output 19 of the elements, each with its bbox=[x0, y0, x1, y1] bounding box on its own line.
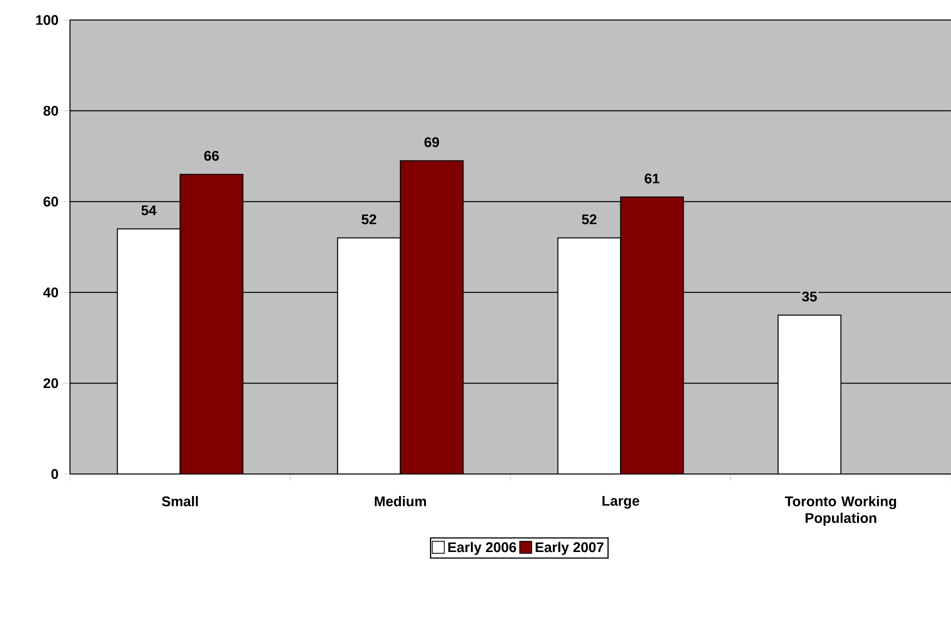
legend-label: Early 2006 bbox=[448, 542, 516, 555]
legend-label: Early 2007 bbox=[536, 542, 604, 555]
x-tick-label: Toronto Working Population bbox=[784, 496, 896, 526]
data-label: 66 bbox=[204, 150, 219, 161]
data-label: 54 bbox=[141, 205, 156, 216]
data-label: 69 bbox=[424, 137, 440, 148]
x-tick-label: Small bbox=[162, 496, 198, 506]
x-tick-label: Medium bbox=[374, 496, 426, 506]
data-label: 61 bbox=[644, 174, 660, 184]
data-label: 35 bbox=[802, 292, 817, 302]
y-tick-label: 60 bbox=[44, 196, 58, 207]
y-tick-label: 0 bbox=[51, 469, 58, 479]
y-tick-label: 100 bbox=[36, 15, 58, 25]
y-tick-label: 80 bbox=[43, 106, 58, 116]
data-label: 52 bbox=[362, 214, 376, 224]
data-label: 52 bbox=[582, 214, 596, 224]
x-tick-label: Large bbox=[602, 496, 640, 509]
y-tick-label: 20 bbox=[44, 378, 58, 388]
y-tick-label: 40 bbox=[43, 287, 58, 298]
